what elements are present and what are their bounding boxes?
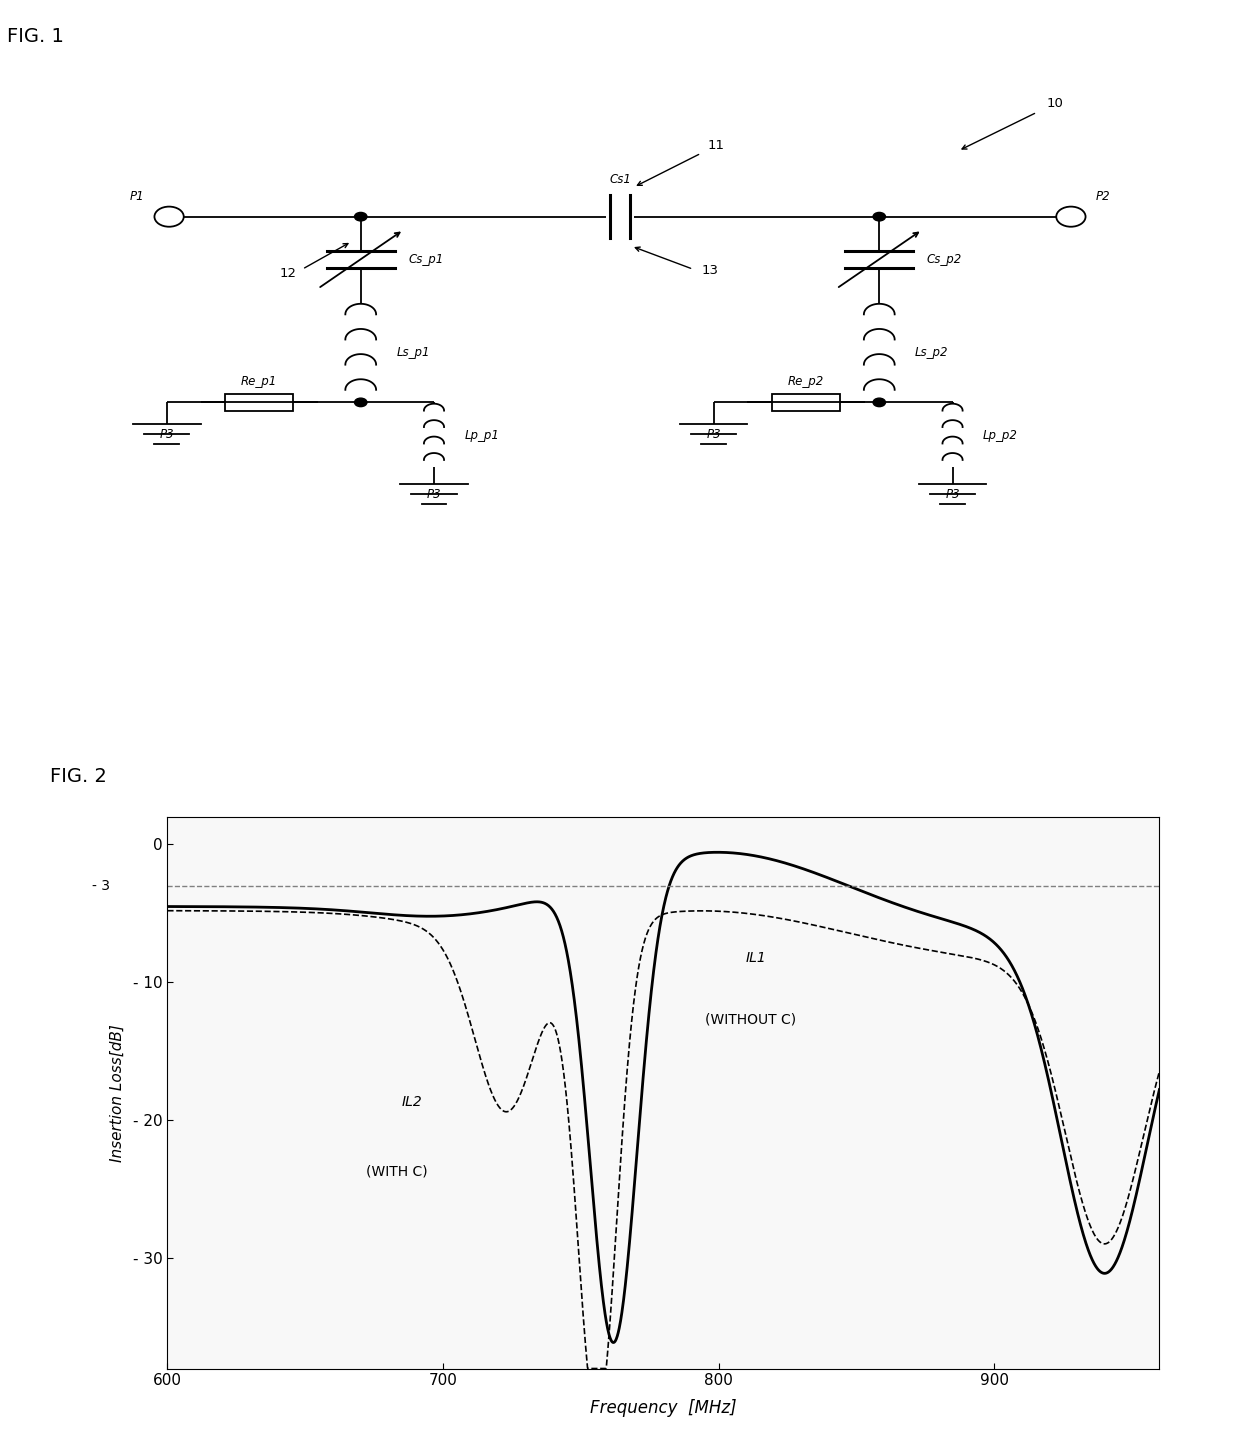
Text: IL2: IL2	[402, 1095, 423, 1109]
Text: 13: 13	[701, 264, 718, 277]
Text: Cs_p1: Cs_p1	[408, 252, 444, 265]
Text: Lp_p2: Lp_p2	[983, 428, 1018, 441]
Bar	[773, 394, 839, 411]
Text: Re_p2: Re_p2	[787, 374, 825, 388]
Text: 10: 10	[1047, 97, 1063, 110]
Text: Ls_p1: Ls_p1	[397, 345, 430, 358]
Text: FIG. 1: FIG. 1	[6, 27, 63, 46]
Text: Lp_p1: Lp_p1	[464, 428, 500, 441]
Circle shape	[873, 212, 885, 221]
Text: - 3: - 3	[92, 878, 110, 893]
Y-axis label: Insertion Loss[dB]: Insertion Loss[dB]	[109, 1023, 124, 1162]
Text: P1: P1	[130, 189, 144, 202]
Circle shape	[873, 398, 885, 407]
Text: P2: P2	[1096, 189, 1110, 202]
Circle shape	[355, 398, 367, 407]
Text: (WITHOUT C): (WITHOUT C)	[704, 1013, 796, 1026]
Bar	[226, 394, 293, 411]
Text: Re_p1: Re_p1	[241, 374, 278, 388]
Text: Ls_p2: Ls_p2	[915, 345, 949, 358]
Text: FIG. 2: FIG. 2	[50, 767, 107, 785]
Text: Cs1: Cs1	[609, 173, 631, 186]
Text: P3: P3	[945, 487, 960, 500]
Text: Cs_p2: Cs_p2	[926, 252, 962, 265]
Text: P3: P3	[427, 487, 441, 500]
Text: 12: 12	[279, 267, 296, 279]
Text: 11: 11	[708, 139, 725, 152]
X-axis label: Frequency  [MHz]: Frequency [MHz]	[590, 1400, 737, 1417]
Text: IL1: IL1	[746, 950, 766, 964]
Text: P3: P3	[160, 428, 174, 441]
Text: P3: P3	[707, 428, 720, 441]
Circle shape	[355, 212, 367, 221]
Text: (WITH C): (WITH C)	[366, 1165, 428, 1178]
